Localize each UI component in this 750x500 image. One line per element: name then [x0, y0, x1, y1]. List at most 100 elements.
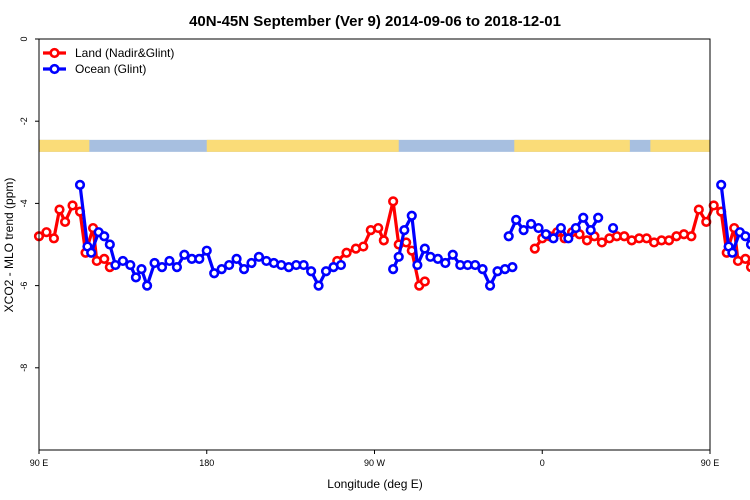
- data-point: [99, 253, 110, 264]
- data-point: [209, 268, 220, 279]
- y-tick-label: -6: [19, 282, 29, 290]
- data-point: [373, 222, 384, 234]
- x-axis-label: Longitude (deg E): [327, 477, 422, 491]
- data-point: [570, 222, 581, 234]
- data-point: [320, 266, 332, 277]
- data-point: [548, 233, 559, 244]
- series-ocean: [74, 179, 750, 291]
- data-point: [125, 259, 136, 271]
- data-point: [540, 229, 552, 240]
- data-point: [335, 259, 347, 271]
- data-point: [593, 212, 604, 223]
- data-point: [518, 225, 529, 236]
- data-point: [484, 280, 496, 291]
- data-point: [740, 231, 750, 242]
- legend-marker: [49, 63, 60, 75]
- data-point: [727, 247, 738, 258]
- data-point: [745, 239, 750, 250]
- data-point: [555, 222, 566, 234]
- land-ocean-band: [39, 139, 710, 152]
- x-tick-label: 90 W: [364, 458, 386, 468]
- data-point: [511, 214, 522, 225]
- legend-marker: [49, 47, 60, 59]
- x-tick-label: 90 E: [30, 458, 49, 468]
- data-point: [432, 253, 443, 264]
- legend: Land (Nadir&Glint) Ocean (Glint): [43, 46, 174, 76]
- data-point: [110, 259, 121, 271]
- y-tick-label: 0: [19, 36, 29, 41]
- data-point: [313, 280, 324, 291]
- data-point: [529, 243, 540, 254]
- x-tick-label: 90 E: [701, 458, 720, 468]
- data-point: [419, 276, 430, 287]
- data-point: [378, 235, 389, 246]
- data-point: [393, 251, 404, 262]
- data-point: [607, 222, 619, 234]
- data-point: [164, 255, 175, 267]
- y-tick-label: -8: [19, 364, 29, 372]
- data-point: [596, 237, 607, 248]
- data-point: [663, 235, 675, 246]
- x-tick-label: 0: [540, 458, 545, 468]
- legend-label: Land (Nadir&Glint): [75, 46, 174, 60]
- data-point: [412, 259, 423, 271]
- data-point: [525, 218, 537, 230]
- data-point: [440, 257, 451, 269]
- band-land: [39, 139, 90, 152]
- data-point: [99, 231, 110, 242]
- plot-area: [33, 139, 750, 291]
- data-point: [578, 212, 589, 223]
- data-point: [701, 216, 712, 227]
- data-point: [740, 253, 750, 264]
- data-point: [59, 216, 71, 227]
- data-point: [54, 204, 65, 215]
- x-tick-label: 180: [199, 458, 214, 468]
- data-point: [149, 257, 160, 269]
- data-point: [298, 259, 309, 271]
- data-point: [231, 253, 242, 264]
- data-point: [201, 245, 212, 256]
- data-point: [171, 262, 183, 273]
- data-point: [104, 239, 115, 250]
- data-point: [41, 227, 52, 238]
- data-point: [533, 222, 544, 234]
- band-land: [650, 139, 710, 152]
- data-point: [253, 251, 265, 262]
- y-tick-label: -2: [19, 117, 29, 125]
- data-point: [581, 235, 593, 246]
- data-point: [693, 204, 704, 215]
- data-point: [246, 257, 257, 269]
- legend-label: Ocean (Glint): [75, 62, 146, 76]
- data-point: [117, 255, 128, 267]
- data-point: [216, 264, 227, 275]
- data-point: [686, 231, 697, 242]
- data-point: [341, 247, 352, 258]
- data-point: [503, 231, 514, 242]
- data-point: [406, 210, 417, 221]
- data-point: [86, 247, 97, 258]
- data-point: [585, 225, 596, 236]
- band-land: [514, 139, 630, 152]
- data-point: [447, 249, 458, 260]
- data-point: [716, 179, 727, 191]
- data-point: [136, 264, 147, 275]
- data-point: [130, 272, 142, 283]
- data-point: [563, 233, 574, 244]
- data-point: [507, 262, 518, 273]
- data-point: [238, 264, 250, 275]
- data-point: [641, 233, 652, 244]
- data-point: [48, 233, 60, 244]
- band-land: [206, 139, 399, 152]
- data-point: [179, 249, 190, 260]
- data-point: [745, 262, 750, 273]
- data-point: [388, 196, 399, 207]
- data-point: [477, 264, 488, 275]
- data-point: [67, 200, 78, 211]
- data-point: [708, 200, 719, 211]
- plot-frame: [38, 38, 711, 451]
- data-point: [306, 266, 317, 277]
- y-axis-label: XCO2 - MLO trend (ppm): [2, 178, 16, 313]
- data-point: [619, 231, 630, 242]
- data-point: [142, 280, 153, 291]
